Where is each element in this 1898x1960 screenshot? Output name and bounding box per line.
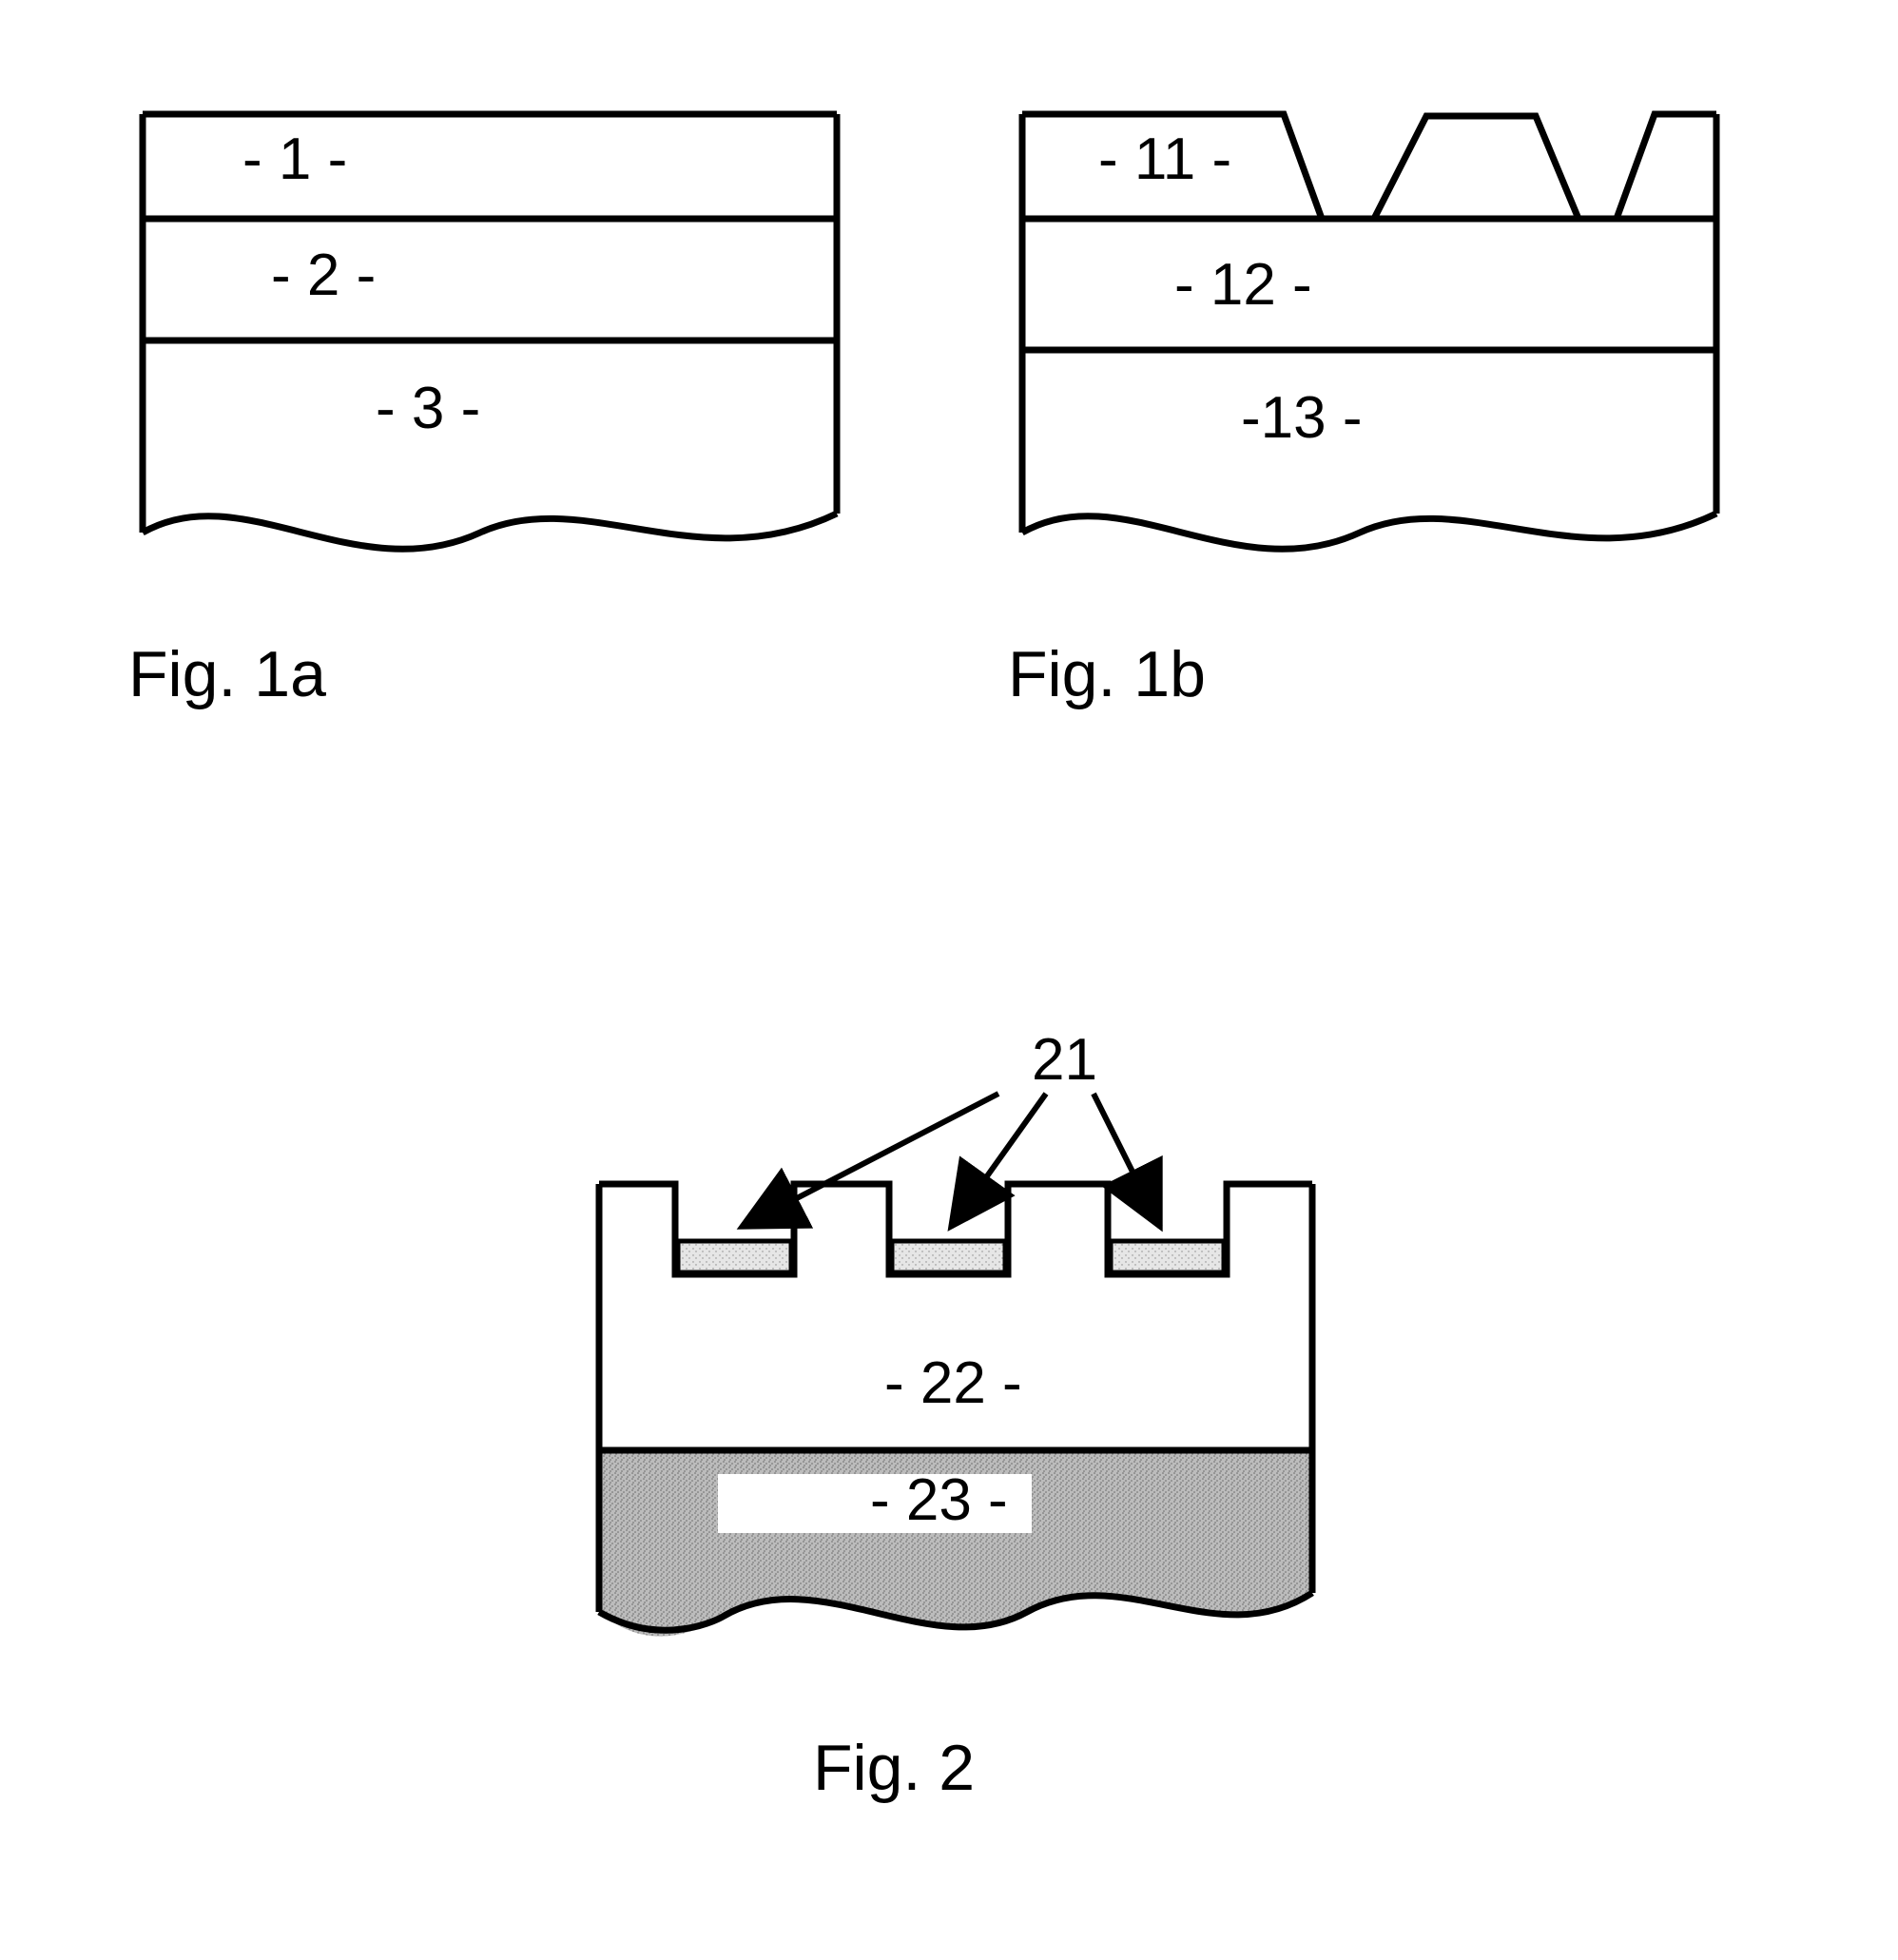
fig1a-caption: Fig. 1a	[128, 637, 326, 711]
fig1b-layer11-label: - 11 -	[1098, 126, 1231, 192]
fig1b-diagram: - 11 - - 12 - -13 -	[1008, 76, 1731, 590]
fig1a-layer1-label: - 1 -	[242, 126, 347, 192]
fig1a-diagram: - 1 - - 2 - - 3 -	[128, 76, 851, 590]
fig1b-layer12-label: - 12 -	[1174, 252, 1312, 318]
fig2-label-21: 21	[1032, 1027, 1097, 1093]
fig1a-layer2-label: - 2 -	[271, 243, 376, 308]
fig1b-layer13-label: -13 -	[1241, 385, 1362, 451]
fig2-caption: Fig. 2	[813, 1731, 975, 1805]
fig2-layer23-label: - 23 -	[870, 1467, 1008, 1533]
fig2-diagram: 21 - 22 - - 23 -	[552, 1027, 1360, 1693]
fig1a-layer3-label: - 3 -	[376, 376, 480, 441]
fig1b-caption: Fig. 1b	[1008, 637, 1206, 711]
fig2-layer22-label: - 22 -	[884, 1350, 1022, 1416]
